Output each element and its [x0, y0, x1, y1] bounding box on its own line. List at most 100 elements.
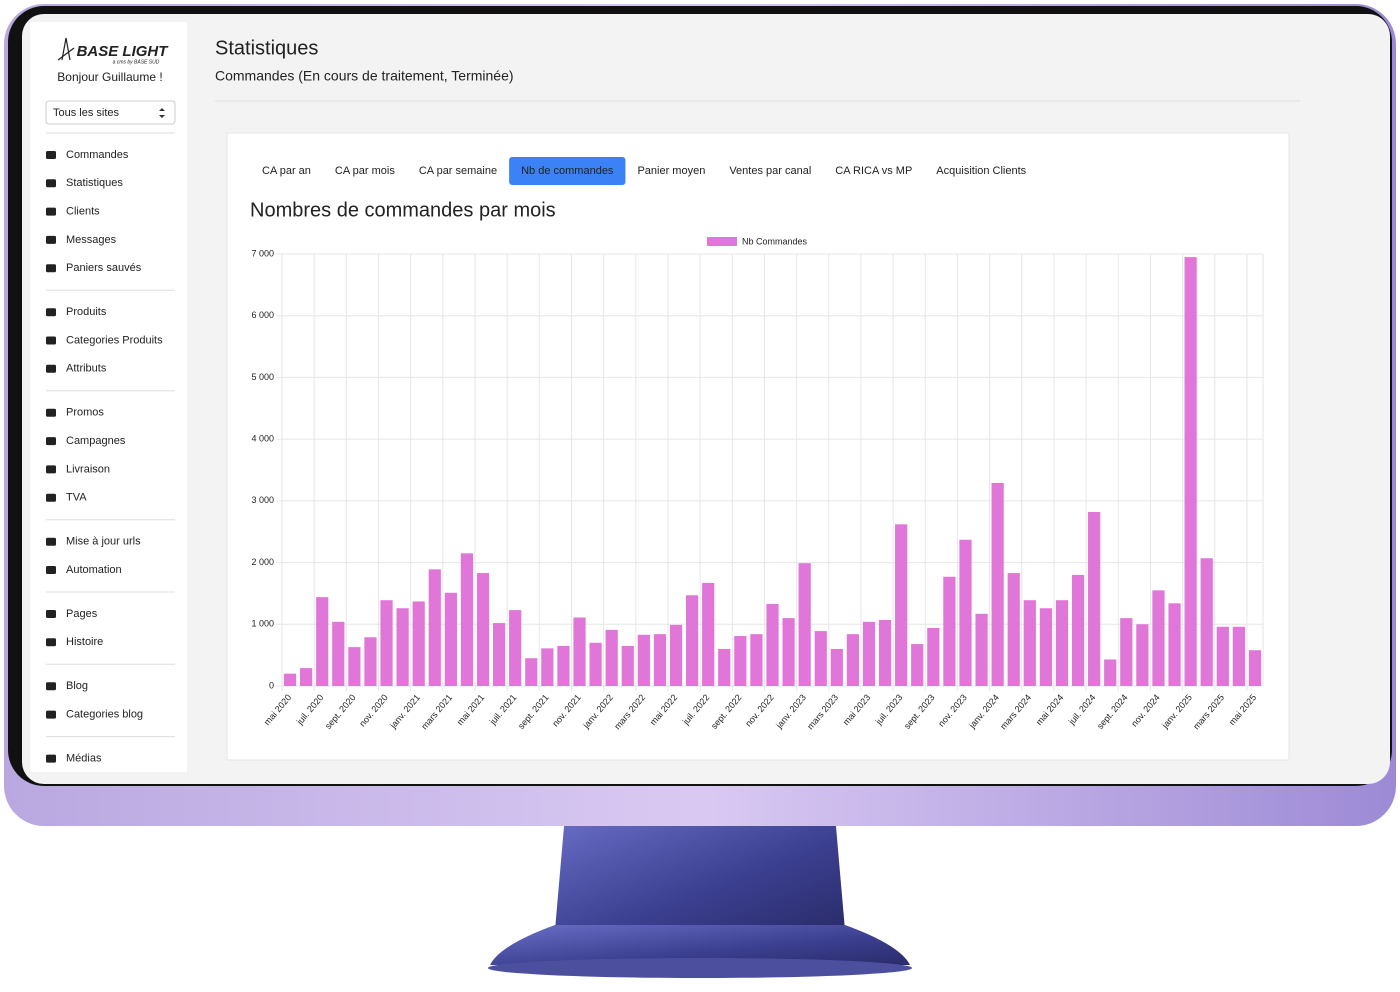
tab[interactable]: Ventes par canal [729, 165, 811, 177]
bar [1039, 608, 1053, 686]
stand-foot [488, 958, 912, 978]
menu-item[interactable]: Paniers sauvés [66, 262, 142, 274]
menu-item[interactable]: Livraison [66, 463, 110, 475]
page-title: Statistiques [215, 37, 318, 59]
tab[interactable]: CA par an [262, 165, 311, 177]
bar [653, 634, 667, 686]
tab-active-bg [509, 157, 626, 185]
menu-item[interactable]: Categories Produits [66, 334, 163, 346]
y-tick-label: 2 000 [251, 557, 274, 567]
logo: BASE LIGHT [77, 43, 170, 60]
bar [846, 634, 860, 686]
menu-icon [46, 610, 56, 618]
stand-neck [555, 815, 845, 930]
bar [718, 648, 731, 686]
bar [1007, 573, 1020, 686]
bar [1023, 600, 1036, 686]
bar [782, 618, 795, 686]
menu-item[interactable]: Pages [66, 608, 98, 620]
bar [862, 621, 876, 686]
y-tick-label: 7 000 [251, 248, 274, 258]
bar [959, 539, 972, 686]
menu-item[interactable]: Clients [66, 206, 100, 218]
logo-tagline: a cms by BASE SUD [113, 59, 160, 65]
bar [1248, 650, 1262, 686]
menu-item[interactable]: Promos [66, 407, 104, 419]
menu-icon [46, 638, 56, 647]
y-tick-label: 0 [269, 680, 274, 690]
menu-icon [46, 437, 56, 446]
menu-icon [46, 465, 56, 474]
bar [509, 610, 522, 686]
menu-icon [46, 264, 56, 273]
bar [814, 631, 827, 686]
bar [300, 668, 313, 686]
menu-icon [46, 710, 56, 719]
bar [492, 623, 506, 686]
y-tick-label: 1 000 [251, 619, 274, 629]
bar [991, 482, 1004, 686]
page-subtitle: Commandes (En cours de traitement, Termi… [215, 68, 514, 84]
bar [1184, 257, 1197, 686]
bar [1120, 618, 1133, 686]
bar [734, 636, 747, 686]
bar [525, 658, 538, 686]
bar [316, 597, 329, 686]
y-tick-label: 4 000 [251, 434, 274, 444]
menu-item[interactable]: Commandes [66, 149, 129, 161]
bar [348, 647, 361, 686]
menu-item[interactable]: Blog [66, 680, 88, 692]
bar [895, 524, 908, 686]
menu-icon [46, 537, 56, 546]
bar [541, 648, 554, 686]
y-tick-label: 6 000 [251, 310, 274, 320]
logo-icon [57, 37, 75, 61]
bar [702, 582, 715, 686]
tab[interactable]: Acquisition Clients [936, 165, 1026, 177]
tab[interactable]: Panier moyen [637, 165, 705, 177]
menu-item[interactable]: Mise à jour urls [66, 536, 141, 548]
bar [621, 645, 634, 686]
tab[interactable]: CA RICA vs MP [835, 165, 912, 177]
bar [1152, 590, 1165, 686]
bar [476, 573, 490, 686]
site-select[interactable] [45, 100, 176, 125]
menu-icon [46, 207, 56, 216]
menu-item[interactable]: Statistiques [66, 177, 123, 189]
menu-item[interactable]: Attributs [66, 363, 107, 375]
menu-item[interactable]: Categories blog [66, 709, 143, 721]
menu-icon [46, 308, 56, 317]
bar [589, 642, 602, 686]
bar [428, 569, 441, 686]
menu-icon [46, 493, 56, 502]
bar [878, 619, 892, 686]
legend-swatch [707, 237, 737, 246]
bar [605, 629, 618, 686]
menu-item[interactable]: TVA [66, 492, 87, 504]
bar [685, 595, 699, 686]
bar [750, 634, 763, 686]
menu-item[interactable]: Automation [66, 564, 122, 576]
bar [798, 563, 811, 686]
menu-item[interactable]: Médias [66, 753, 102, 765]
menu-item[interactable]: Campagnes [66, 435, 126, 447]
menu-item[interactable]: Messages [66, 234, 117, 246]
bar [669, 624, 683, 686]
bar [283, 673, 297, 686]
greeting: Bonjour Guillaume ! [57, 70, 162, 84]
chart-title: Nombres de commandes par mois [250, 199, 556, 221]
bar [332, 621, 345, 686]
bar [1168, 603, 1181, 686]
menu-icon [46, 151, 56, 159]
bar [927, 627, 940, 686]
menu-icon [46, 336, 56, 345]
menu-item[interactable]: Produits [66, 306, 107, 318]
bar [364, 637, 377, 686]
bar [975, 613, 988, 686]
tab[interactable]: CA par semaine [419, 165, 497, 177]
menu-item[interactable]: Histoire [66, 636, 103, 648]
bar [380, 600, 393, 686]
tab[interactable]: Nb de commandes [521, 165, 614, 177]
tab[interactable]: CA par mois [335, 165, 395, 177]
